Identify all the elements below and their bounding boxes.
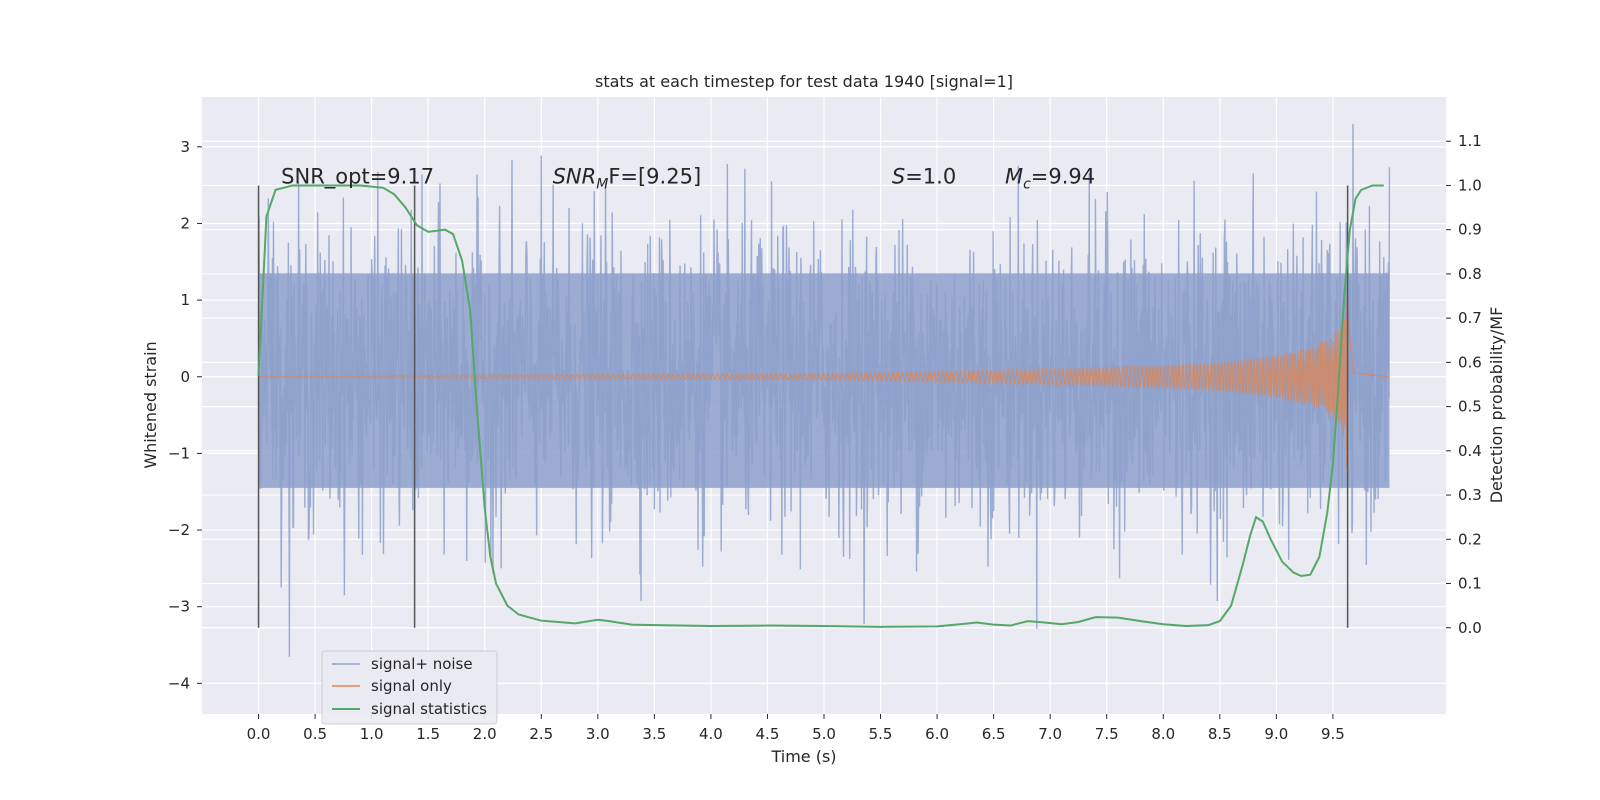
x-tick-label: 2.5: [529, 725, 553, 743]
y-tick-label: −3: [168, 598, 190, 616]
annotation-subscript: M: [596, 176, 608, 192]
annotation-1: SNRMF=[9.25]: [553, 164, 702, 192]
x-tick-label: 2.0: [473, 725, 497, 743]
x-tick-label: 1.5: [416, 725, 440, 743]
x-tick-label: 4.5: [756, 725, 780, 743]
y2-tick-label: 1.0: [1458, 176, 1482, 194]
y-tick-label: −2: [168, 521, 190, 539]
signal-statistics-line: [257, 184, 1384, 628]
legend-label-statistics: signal statistics: [371, 700, 487, 718]
x-tick-label: 0.0: [247, 725, 271, 743]
annotation-symbol: M: [1005, 164, 1023, 188]
x-axis-label: Time (s): [770, 747, 836, 766]
y2-tick-label: 0.6: [1458, 353, 1482, 371]
y-tick-label: 2: [180, 214, 190, 232]
y2-tick-label: 0.3: [1458, 486, 1482, 504]
y2-tick-label: 0.2: [1458, 530, 1482, 548]
y2-tick-label: 0.9: [1458, 221, 1482, 239]
x-tick-label: 4.0: [699, 725, 723, 743]
x-tick-label: 3.5: [642, 725, 666, 743]
y2-tick-label: 0.0: [1458, 619, 1482, 637]
legend-label-noise: signal+ noise: [371, 655, 473, 673]
chart-title: stats at each timestep for test data 194…: [595, 72, 1013, 91]
y2-axis-label: Detection probability/MF: [1487, 307, 1506, 504]
signal-only-line: [258, 299, 1390, 470]
x-tick-label: 8.0: [1151, 725, 1175, 743]
legend-label-signal: signal only: [371, 677, 452, 695]
y-tick-label: 1: [180, 291, 190, 309]
annotation-3: Mc=9.94: [1005, 164, 1095, 192]
x-tick-label: 5.0: [812, 725, 836, 743]
x-tick-label: 3.0: [586, 725, 610, 743]
y2-tick-label: 0.1: [1458, 575, 1482, 593]
y2-tick-label: 0.5: [1458, 398, 1482, 416]
annotation-value: =9.94: [1031, 164, 1095, 188]
x-tick-label: 6.0: [925, 725, 949, 743]
x-tick-label: 7.0: [1038, 725, 1062, 743]
y-tick-label: 0: [180, 368, 190, 386]
annotation-symbol: S: [892, 164, 905, 188]
x-tick-label: 5.5: [869, 725, 893, 743]
annotation-2: S=1.0: [892, 164, 956, 188]
legend: signal+ noise signal only signal statist…: [321, 650, 498, 725]
y2-tick-label: 1.1: [1458, 132, 1482, 150]
y-tick-label: −1: [168, 444, 190, 462]
annotation-subscript: c: [1023, 176, 1031, 192]
x-tick-label: 7.5: [1095, 725, 1119, 743]
y-tick-label: 3: [180, 138, 190, 156]
annotation-value: =1.0: [905, 164, 956, 188]
noise-line: [257, 123, 1391, 657]
x-tick-label: 1.0: [360, 725, 384, 743]
y-tick-label: −4: [168, 674, 190, 692]
x-tick-label: 6.5: [982, 725, 1006, 743]
y2-tick-label: 0.8: [1458, 265, 1482, 283]
x-tick-label: 0.5: [303, 725, 327, 743]
x-tick-label: 8.5: [1208, 725, 1232, 743]
annotation-0: SNR_opt=9.17: [281, 164, 434, 189]
annotation-value: F=[9.25]: [608, 164, 701, 188]
x-tick-label: 9.5: [1321, 725, 1345, 743]
x-tick-label: 9.0: [1264, 725, 1288, 743]
y2-tick-label: 0.7: [1458, 309, 1482, 327]
legend-box: [321, 650, 498, 725]
y-axis-label: Whitened strain: [141, 341, 160, 468]
y2-tick-label: 0.4: [1458, 442, 1482, 460]
annotation-symbol: SNR: [553, 164, 597, 188]
